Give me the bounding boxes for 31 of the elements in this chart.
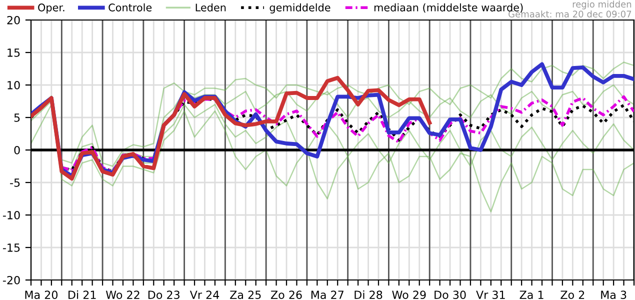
y-tick-label: 20 [7, 16, 20, 24]
y-tick-label: 10 [8, 80, 20, 90]
y-tick-label: 15 [8, 48, 20, 57]
text: Gemaakt: ma 20 dec 09:07 [508, 10, 632, 18]
x-tick-label: Do 23 [148, 290, 180, 300]
y-tick-label: 0 [14, 146, 20, 154]
y-tick-label: -5 [10, 178, 20, 187]
x-tick-label: Ma 20 [25, 290, 58, 300]
x-tick-label: Vr 31 [476, 290, 505, 300]
legend-label: Controle [108, 3, 152, 12]
y-tick-label: 5 [14, 114, 20, 122]
legend-label: Leden [196, 3, 226, 12]
legend-label: mediaan (middelste waarde) [374, 3, 523, 13]
x-tick-label: Za 1 [520, 290, 544, 300]
x-tick-label: Vr 24 [190, 290, 220, 299]
y-tick-label: -15 [2, 244, 20, 252]
x-tick-label: Zo 26 [270, 290, 302, 300]
x-tick-label: Wo 22 [106, 290, 140, 300]
x-tick-label: Di 21 [68, 290, 96, 299]
x-tick-label: Ma 27 [311, 290, 344, 300]
x-tick-label: Zo 2 [560, 290, 584, 300]
x-tick-label: Di 28 [354, 290, 382, 300]
y-tick-label: -20 [2, 276, 20, 284]
x-tick-label: Wo 29 [392, 290, 426, 300]
legend-label: Oper. [38, 4, 64, 14]
x-tick-label: Do 30 [434, 290, 466, 300]
x-tick-label: Za 25 [230, 290, 261, 300]
x-tick-label: Ma 3 [601, 290, 626, 300]
y-tick-label: -10 [2, 210, 20, 220]
text: regio midden [572, 0, 632, 10]
legend-label: gemiddelde [270, 3, 330, 14]
